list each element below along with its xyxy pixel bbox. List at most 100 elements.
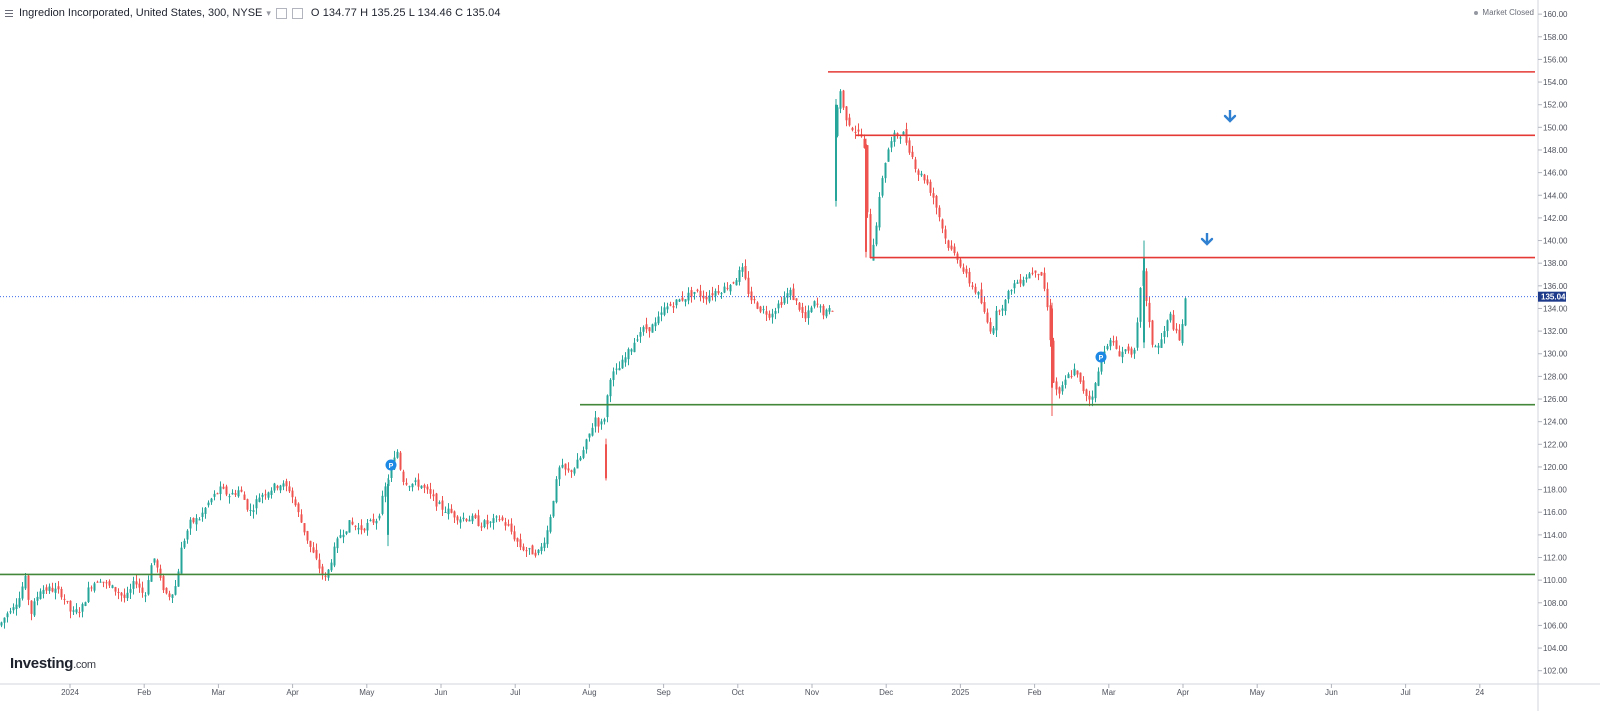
compare-square-icon[interactable] [291, 7, 303, 19]
candle-body [552, 500, 555, 517]
candle-body [878, 196, 881, 228]
candle-body [24, 576, 27, 589]
candle-body [120, 592, 123, 596]
candle-body [902, 131, 905, 136]
candle-body [917, 170, 920, 175]
candle-body [807, 310, 810, 319]
candle-body [150, 565, 153, 582]
candle-body [1043, 272, 1046, 289]
candle-body [330, 562, 333, 571]
candle-body [105, 582, 108, 584]
candle-body [657, 316, 660, 324]
candle-body [1151, 320, 1154, 345]
candle-body [953, 246, 956, 254]
candle-body [294, 499, 297, 506]
candle-body [947, 240, 950, 248]
y-tick-label: 106.00 [1543, 621, 1568, 630]
x-tick-label: Nov [805, 688, 819, 697]
candle-body [57, 586, 60, 590]
candle-body [588, 433, 591, 438]
x-tick-label: Jun [1325, 688, 1338, 697]
candle-body [711, 293, 714, 296]
event-marker-icon[interactable]: P [1095, 351, 1107, 363]
candle-body [372, 519, 375, 523]
candle-body [884, 162, 887, 179]
candle-body [435, 493, 438, 507]
candle-body [75, 609, 78, 613]
candle-body [759, 306, 762, 312]
y-tick-label: 132.00 [1543, 327, 1568, 336]
candle-body [126, 592, 129, 599]
candle-body [810, 307, 813, 313]
candle-body [720, 293, 723, 295]
candle-body [699, 290, 702, 297]
candle-body [342, 534, 345, 538]
x-tick-label: Jul [510, 688, 520, 697]
candle-body [522, 546, 525, 551]
candle-body [660, 312, 663, 315]
y-tick-label: 122.00 [1543, 440, 1568, 449]
candle-body [1112, 340, 1115, 343]
candle-body [246, 499, 249, 510]
candle-body [315, 549, 318, 559]
candle-body [893, 132, 896, 142]
candle-body [525, 550, 528, 552]
x-tick-label: Feb [137, 688, 151, 697]
candle-body [1076, 370, 1079, 375]
chevron-down-icon[interactable]: ▾ [266, 7, 271, 18]
candle-body [321, 566, 324, 575]
candle-body [549, 517, 552, 532]
candle-body [1067, 374, 1070, 379]
candle-body [441, 500, 444, 510]
candle-body [204, 507, 207, 514]
candle-body [165, 587, 168, 594]
candle-body [920, 173, 923, 176]
candle-body [267, 492, 270, 498]
candle-body [696, 289, 699, 291]
candle-body [519, 539, 522, 548]
x-tick-label: Dec [879, 688, 893, 697]
candle-body [108, 581, 111, 586]
candle-body [450, 508, 453, 513]
candle-body [687, 292, 690, 301]
candle-body [582, 450, 585, 458]
candle-body [6, 613, 9, 618]
candle-body [639, 331, 642, 337]
candle-body [1154, 346, 1157, 348]
candle-body [507, 524, 510, 526]
menu-icon[interactable] [4, 8, 15, 19]
settings-square-icon[interactable] [275, 7, 287, 19]
candle-body [363, 528, 366, 531]
candle-body [234, 493, 237, 495]
x-tick-label: Oct [732, 688, 745, 697]
candle-body [839, 91, 842, 109]
candle-body [1133, 349, 1136, 354]
last-price-label: 135.04 [1541, 293, 1566, 302]
y-tick-label: 118.00 [1543, 486, 1567, 495]
candle-body [863, 138, 866, 148]
candle-body [795, 298, 798, 301]
candle-body [1040, 272, 1043, 276]
candle-body [486, 520, 489, 525]
candle-body [531, 545, 534, 555]
candle-body [1091, 396, 1094, 400]
candle-body [12, 607, 15, 611]
candle-body [1055, 381, 1058, 390]
candle-body [606, 395, 609, 418]
candle-body [180, 547, 183, 574]
candle-body [162, 576, 165, 591]
candle-body [33, 601, 36, 616]
svg-text:P: P [389, 463, 394, 470]
candle-body [306, 531, 309, 541]
last-price-tag [1538, 291, 1566, 302]
candle-body [171, 594, 174, 598]
candle-body [735, 280, 738, 286]
event-marker-icon[interactable]: P [385, 459, 397, 471]
candle-body [992, 328, 995, 334]
candle-body [663, 307, 666, 315]
chart-header: Ingredion Incorporated, United States, 3… [0, 0, 1540, 26]
candle-body [624, 357, 627, 363]
candle-body [1004, 299, 1007, 312]
